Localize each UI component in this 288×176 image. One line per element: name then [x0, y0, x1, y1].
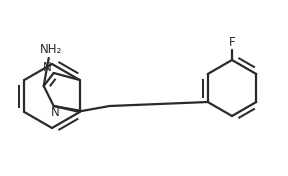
Text: N: N	[43, 61, 52, 74]
Text: NH₂: NH₂	[39, 43, 62, 56]
Text: N: N	[51, 106, 60, 120]
Text: F: F	[229, 36, 235, 49]
